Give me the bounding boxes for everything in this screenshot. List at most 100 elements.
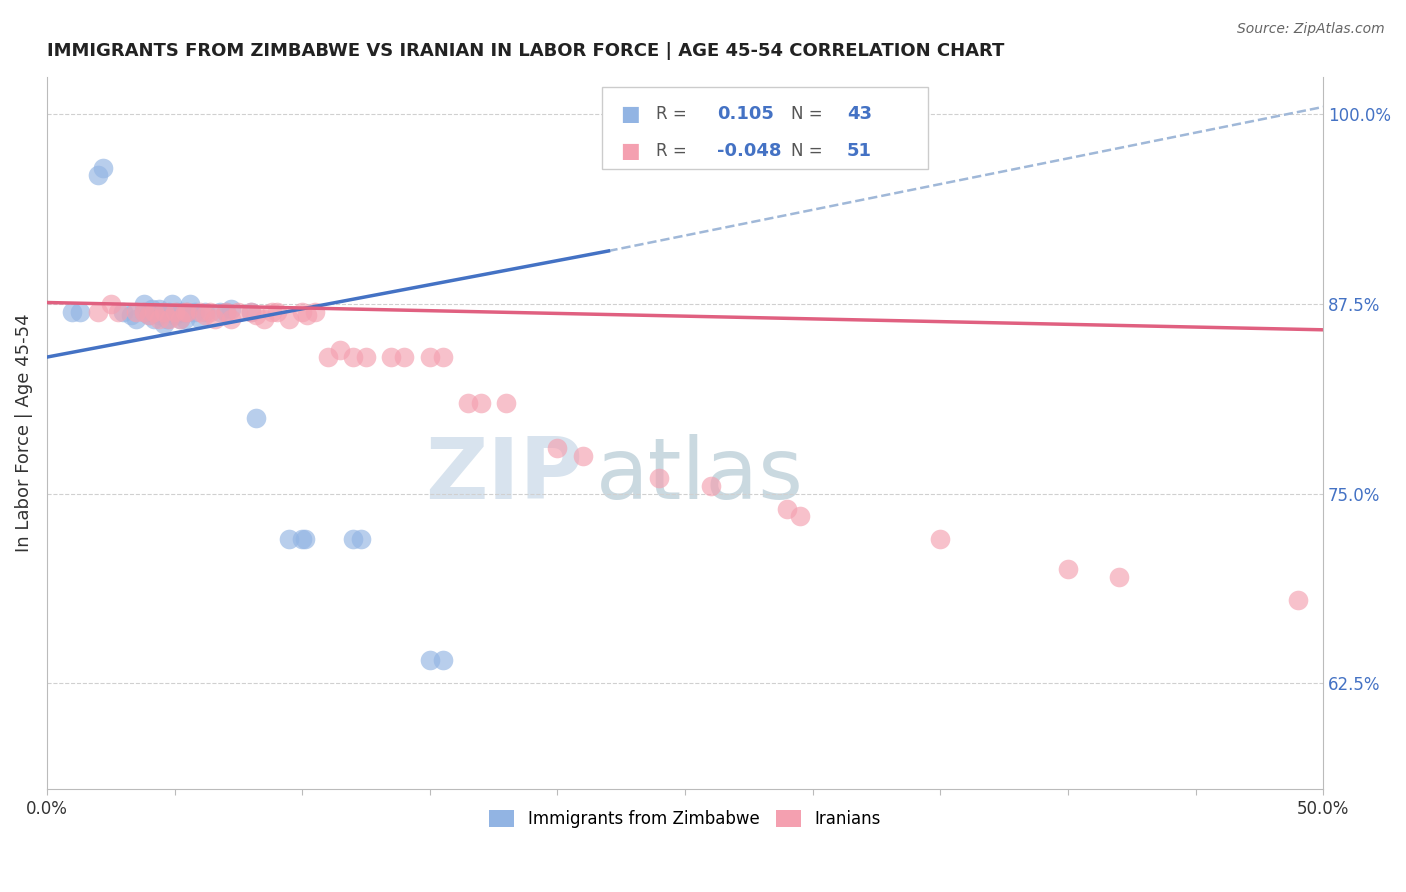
Point [342, 350, 364, 364]
Point [138, 308, 160, 322]
Point [120, 308, 142, 322]
Point [219, 301, 242, 316]
Point [304, 304, 326, 318]
Point [380, 350, 402, 364]
Point [172, 304, 194, 318]
Point [228, 304, 250, 318]
Point [157, 304, 180, 318]
Point [125, 312, 148, 326]
Point [107, 304, 129, 318]
Point [179, 297, 201, 311]
Point [1286, 592, 1309, 607]
Point [776, 501, 799, 516]
Point [297, 308, 319, 322]
Point [87, 168, 110, 182]
Point [394, 350, 416, 364]
Point [200, 304, 222, 318]
Point [1057, 562, 1080, 576]
Point [278, 312, 301, 326]
Point [141, 301, 163, 316]
Text: Source: ZipAtlas.com: Source: ZipAtlas.com [1237, 22, 1385, 37]
Text: atlas: atlas [596, 434, 804, 517]
Point [91, 161, 114, 175]
Point [245, 308, 267, 322]
Point [291, 304, 314, 318]
Point [87, 304, 110, 318]
Point [125, 304, 148, 318]
Point [214, 304, 236, 318]
Text: 51: 51 [846, 143, 872, 161]
Point [176, 304, 198, 318]
Point [62, 304, 84, 318]
Point [188, 312, 211, 326]
Point [132, 297, 155, 311]
Point [648, 471, 671, 485]
Point [354, 350, 377, 364]
Point [69, 304, 91, 318]
Point [470, 395, 492, 409]
Text: -0.048: -0.048 [717, 143, 782, 161]
Point [194, 308, 217, 322]
Point [342, 532, 364, 546]
Point [1108, 570, 1130, 584]
Text: ZIP: ZIP [425, 434, 583, 517]
Text: R =: R = [655, 143, 686, 161]
Point [143, 312, 166, 326]
Y-axis label: In Labor Force | Age 45-54: In Labor Force | Age 45-54 [15, 314, 32, 552]
Point [148, 312, 170, 326]
Point [214, 304, 236, 318]
Point [572, 449, 595, 463]
Point [419, 653, 441, 667]
Point [173, 304, 195, 318]
Point [245, 410, 267, 425]
Point [432, 653, 454, 667]
Point [173, 312, 195, 326]
Point [253, 312, 276, 326]
Point [157, 312, 180, 326]
Point [316, 350, 339, 364]
Point [291, 532, 314, 546]
Point [419, 350, 441, 364]
Text: R =: R = [655, 104, 686, 122]
Text: 0.105: 0.105 [717, 104, 773, 122]
Point [194, 304, 217, 318]
Point [188, 304, 211, 318]
Text: 43: 43 [846, 104, 872, 122]
Point [166, 304, 188, 318]
Point [204, 312, 226, 326]
Point [219, 312, 242, 326]
Point [184, 304, 207, 318]
Point [169, 312, 191, 326]
Point [350, 532, 373, 546]
Point [163, 308, 186, 322]
Point [546, 441, 568, 455]
Legend: Immigrants from Zimbabwe, Iranians: Immigrants from Zimbabwe, Iranians [482, 803, 887, 834]
Point [240, 304, 263, 318]
Point [209, 304, 232, 318]
Point [294, 532, 316, 546]
Point [789, 509, 811, 524]
Point [132, 304, 155, 318]
Point [100, 297, 122, 311]
Point [495, 395, 517, 409]
Point [169, 312, 191, 326]
Point [163, 304, 186, 318]
Point [176, 304, 198, 318]
Point [699, 479, 721, 493]
Point [138, 308, 160, 322]
Point [132, 304, 155, 318]
Text: IMMIGRANTS FROM ZIMBABWE VS IRANIAN IN LABOR FORCE | AGE 45-54 CORRELATION CHART: IMMIGRANTS FROM ZIMBABWE VS IRANIAN IN L… [46, 42, 1004, 60]
Text: ■: ■ [620, 142, 640, 161]
Point [160, 297, 183, 311]
Point [148, 301, 170, 316]
Point [112, 304, 135, 318]
Point [457, 395, 479, 409]
Text: ■: ■ [620, 103, 640, 124]
Point [240, 304, 263, 318]
Point [143, 304, 166, 318]
Point [148, 308, 170, 322]
Text: N =: N = [792, 104, 823, 122]
Bar [602, 87, 928, 169]
Point [260, 304, 283, 318]
Point [432, 350, 454, 364]
